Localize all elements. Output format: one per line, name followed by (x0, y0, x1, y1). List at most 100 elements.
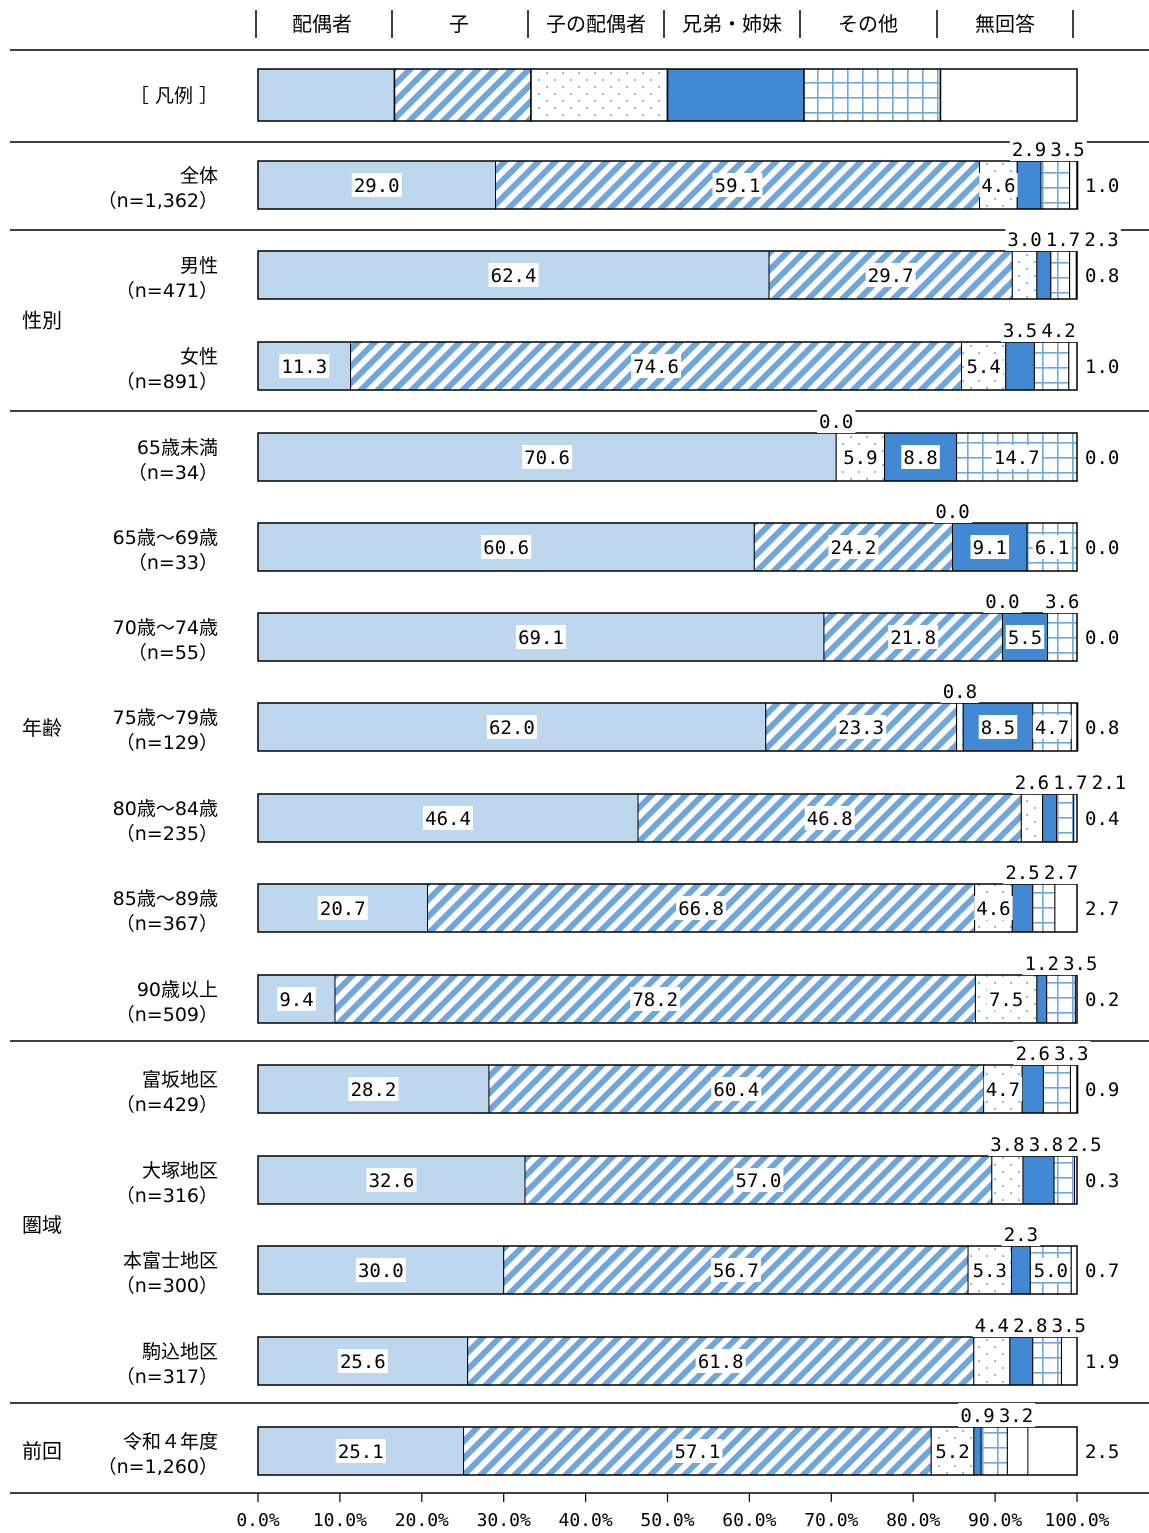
data-label-bg (351, 173, 402, 197)
bar-segment-no-answer (1070, 1245, 1078, 1295)
axis-tick-label: 100.0% (1044, 1510, 1109, 1531)
data-label-bg (1022, 951, 1062, 975)
bar-row (257, 432, 1078, 482)
data-label-other: 2.1 (1092, 772, 1126, 794)
data-label-child: 46.8 (807, 808, 853, 830)
data-label-other: 4.7 (1035, 717, 1069, 739)
data-label-bg (983, 1077, 1023, 1101)
data-label-bg (279, 354, 330, 378)
data-label-child: 23.3 (838, 717, 884, 739)
data-label-bg (836, 715, 887, 739)
data-label-sibling: 3.8 (1029, 1134, 1063, 1156)
data-label-bg (970, 1258, 1010, 1282)
data-label-spouse: 9.4 (279, 989, 313, 1011)
data-label-bg (630, 987, 681, 1011)
data-label-spouse: 46.4 (425, 808, 471, 830)
data-label-child: 57.1 (675, 1441, 721, 1463)
bar-segment-sibling (973, 1426, 982, 1476)
row-sample-size: （n=509） (116, 1004, 218, 1026)
data-label-no-answer: 2.7 (1085, 898, 1119, 920)
row-sample-size: （n=129） (116, 732, 218, 754)
bar-outline (257, 1064, 1078, 1114)
data-label-sibling: 2.6 (1016, 1043, 1050, 1065)
data-label-other: 3.2 (999, 1405, 1033, 1427)
bar-row (257, 341, 1078, 391)
row-label: 85歳～89歳 (113, 888, 218, 910)
data-label-bg (317, 896, 368, 920)
legend-swatch-other (803, 68, 942, 122)
data-label-bg (865, 263, 916, 287)
data-label-sibling: 9.1 (973, 537, 1007, 559)
data-label-spouse: 69.1 (518, 627, 564, 649)
data-label-sibling: 2.8 (1013, 1315, 1047, 1337)
data-label-bg (1032, 535, 1072, 559)
row-sample-size: （n=55） (128, 642, 218, 664)
data-label-child-spouse: 5.2 (935, 1441, 969, 1463)
data-label-spouse: 62.4 (491, 265, 537, 287)
legend-category-child-spouse: 子の配偶者 (546, 12, 646, 36)
axis-tick-label: 60.0% (722, 1510, 776, 1531)
data-label-bg (958, 1403, 997, 1427)
data-label-child-spouse: 0.0 (985, 591, 1019, 613)
data-label-bg (940, 679, 980, 703)
row-sample-size: （n=235） (116, 823, 218, 845)
bar-segment-child-spouse (1020, 793, 1044, 843)
data-label-sibling: 1.2 (1025, 953, 1059, 975)
data-label-sibling: 5.5 (1008, 627, 1042, 649)
axis-tick-label: 50.0% (640, 1510, 694, 1531)
data-label-bg (816, 409, 856, 433)
data-label-bg (991, 445, 1042, 469)
data-label-bg (1005, 227, 1044, 251)
data-label-other: 3.3 (1054, 1043, 1088, 1065)
row-label: 全体 (180, 165, 218, 187)
data-label-bg (695, 1349, 746, 1373)
data-label-bg (672, 1439, 723, 1463)
bar-segment-sibling (1009, 1336, 1034, 1386)
group-label: 前回 (22, 1439, 62, 1463)
bar-segment-other (1047, 612, 1078, 662)
data-label-bg (711, 1077, 762, 1101)
legend-swatch-child-spouse (530, 68, 669, 122)
bar-row (257, 793, 1078, 843)
row-label: 大塚地区 (142, 1160, 218, 1182)
data-label-no-answer: 0.0 (1085, 537, 1119, 559)
data-label-bg (1061, 951, 1100, 975)
data-label-other: 3.5 (1050, 139, 1084, 161)
data-label-bg (1001, 1222, 1041, 1246)
data-label-child: 59.1 (715, 175, 761, 197)
data-label-bg (335, 1439, 386, 1463)
axis-tick-label: 30.0% (477, 1510, 531, 1531)
axis-tick-label: 20.0% (395, 1510, 449, 1531)
data-label-child-spouse: 4.7 (986, 1079, 1020, 1101)
data-label-spouse: 20.7 (320, 898, 366, 920)
data-label-bg (277, 987, 316, 1011)
data-label-spouse: 70.6 (524, 447, 570, 469)
data-label-sibling: 2.3 (1004, 1224, 1038, 1246)
row-label: 駒込地区 (142, 1341, 218, 1363)
group-label: 圏域 (22, 1213, 62, 1237)
data-label-bg (676, 896, 727, 920)
bar-segment-other (980, 1426, 1008, 1476)
data-label-spouse: 62.0 (489, 717, 535, 739)
bar-segment-child (488, 1064, 985, 1114)
row-label: 75歳～79歳 (113, 707, 218, 729)
data-label-bg (901, 445, 940, 469)
row-sample-size: （n=1,260） (98, 1456, 218, 1478)
data-label-bg (1041, 860, 1081, 884)
row-label: 本富士地区 (123, 1250, 218, 1272)
data-label-sibling: 8.5 (981, 717, 1015, 739)
data-label-child: 74.6 (633, 356, 679, 378)
data-label-bg (710, 1258, 761, 1282)
data-label-child-spouse: 2.6 (1015, 772, 1049, 794)
data-label-bg (1043, 589, 1082, 613)
bar-segment-other (1040, 160, 1071, 210)
bar-segment-sibling (1010, 1245, 1031, 1295)
data-label-no-answer: 2.5 (1085, 1441, 1119, 1463)
data-label-bg (1051, 770, 1090, 794)
data-label-bg (986, 987, 1026, 1011)
data-label-child: 21.8 (890, 627, 936, 649)
bar-row (257, 522, 1078, 572)
row-label: 80歳～84歳 (113, 798, 218, 820)
data-label-child: 57.0 (736, 1170, 782, 1192)
